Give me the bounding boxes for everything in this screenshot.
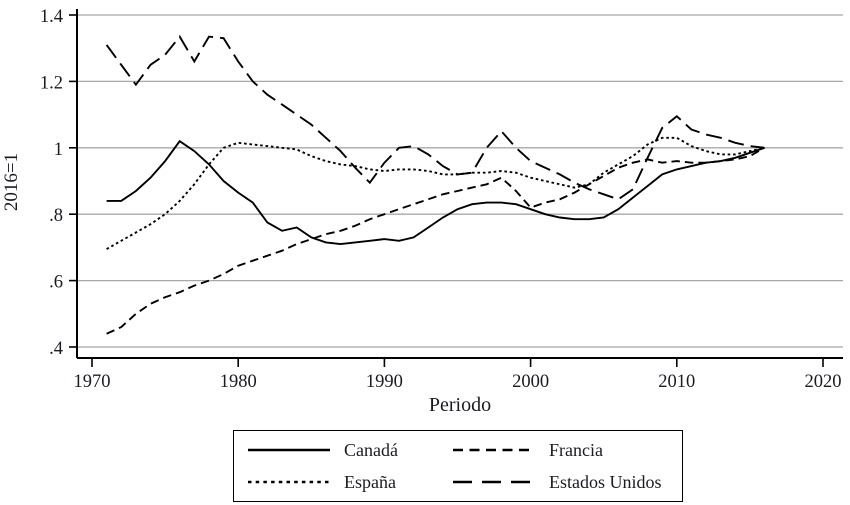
y-tick-label: 1: [54, 140, 63, 160]
series-line-estados-unidos: [105, 34, 765, 201]
legend-label: Estados Unidos: [549, 471, 662, 492]
legend-label: España: [344, 471, 396, 492]
y-tick-label: .6: [49, 273, 63, 293]
legend-line-sample-dashed: [453, 448, 535, 452]
x-tick-label: 1970: [74, 372, 111, 392]
legend-entry-estados-unidos: Estados Unidos: [452, 469, 682, 495]
gridlines: [77, 14, 843, 348]
legend-line-sample-long-dash: [453, 480, 535, 484]
y-tick-label: 1.2: [40, 73, 63, 93]
legend-label: Canadá: [344, 439, 398, 460]
y-tick-label: 1.4: [40, 7, 63, 27]
x-tick-label: 2010: [658, 372, 695, 392]
x-tick-label: 1990: [366, 372, 403, 392]
y-tick-label: .8: [49, 206, 63, 226]
x-tick-label: 2000: [512, 372, 549, 392]
legend-entry-canada: Canadá: [247, 437, 452, 463]
series-line-francia: [106, 146, 765, 335]
y-axis-title: 2016=1: [1, 153, 22, 211]
axes: .4 .6 .8 1 1.2 1.4 1970 1980 1990 2000 2010 2020: [40, 7, 843, 392]
y-tick-label: .4: [49, 339, 63, 359]
legend-entry-espana: España: [247, 469, 452, 495]
legend-entry-francia: Francia: [452, 437, 682, 463]
data-series: [105, 34, 765, 335]
series-line-canadá: [106, 139, 765, 246]
series-line-españa: [106, 136, 765, 250]
legend-box: Canadá Francia España Estados Unidos: [233, 430, 683, 502]
x-tick-label: 1980: [220, 372, 257, 392]
legend-line-sample-dotted: [248, 480, 330, 484]
x-axis-title: Periodo: [429, 394, 491, 416]
legend-label: Francia: [549, 439, 603, 460]
legend-line-sample-solid: [248, 448, 330, 452]
x-tick-label: 2020: [805, 372, 842, 392]
